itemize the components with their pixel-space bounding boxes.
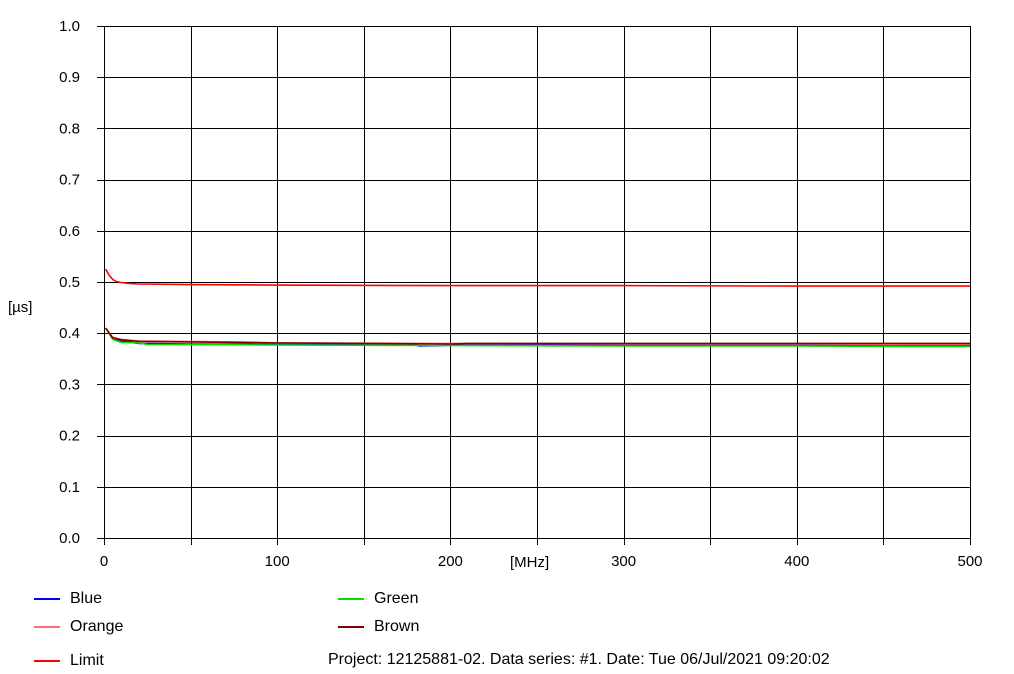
series-line-limit	[105, 268, 970, 287]
y-tick-label: 0.8	[59, 120, 80, 137]
x-tick-label: 100	[265, 553, 290, 570]
y-tick-label: 0.3	[59, 376, 80, 393]
x-axis-title: [MHz]	[510, 554, 549, 571]
legend-label: Brown	[374, 618, 420, 635]
y-tick-label: 0.2	[59, 428, 80, 445]
legend-item-brown: Brown	[338, 617, 419, 637]
series-line-green	[105, 327, 971, 348]
legend-item-green: Green	[338, 589, 418, 609]
legend-swatch	[34, 660, 60, 662]
plot-area: 0.0 0.1 0.2 0.3 0.4 0.5 0.6 0.7 0.8 0.9 1.0 0 100 200…	[8, 18, 983, 571]
legend-label: Blue	[70, 590, 103, 607]
legend-swatch	[338, 626, 364, 628]
y-tick-label: 0.1	[59, 479, 80, 496]
y-tick-label: 0.0	[59, 530, 80, 547]
legend-label: Limit	[70, 652, 104, 669]
legend-item-limit: Limit	[34, 651, 104, 671]
y-tick-label: 0.5	[59, 274, 80, 291]
x-tick-label: 500	[957, 553, 982, 570]
y-tick-label: 0.7	[59, 172, 80, 189]
y-tick-label: 0.4	[59, 325, 80, 342]
x-tick-label: 400	[784, 553, 809, 570]
legend-item-orange: Orange	[34, 617, 123, 637]
x-tick-label: 200	[438, 553, 463, 570]
y-tick-label: 0.9	[59, 69, 80, 86]
legend-swatch	[338, 598, 364, 600]
y-tick-label: 1.0	[59, 18, 80, 35]
legend-swatch	[34, 598, 60, 600]
legend-label: Green	[374, 590, 419, 607]
footer-info: Project: 12125881-02. Data series: #1. D…	[328, 651, 830, 668]
y-tick-label: 0.6	[59, 223, 80, 240]
x-tick-label: 0	[100, 553, 108, 570]
legend-item-blue: Blue	[34, 589, 102, 609]
y-axis-title: [µs]	[8, 299, 32, 316]
legend-swatch	[34, 626, 60, 628]
x-tick-label: 300	[611, 553, 636, 570]
series-line-brown	[105, 327, 970, 345]
legend-label: Orange	[70, 618, 124, 635]
